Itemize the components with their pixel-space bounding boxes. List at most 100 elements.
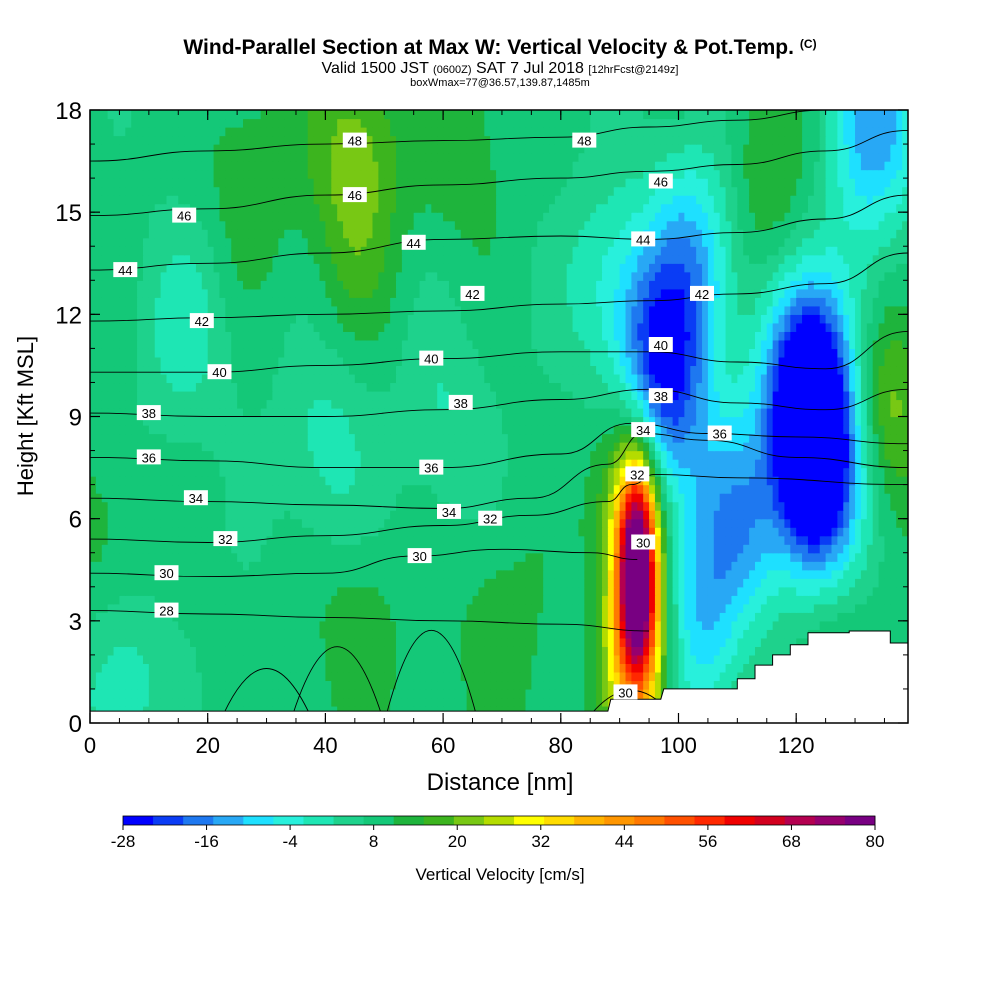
w-cell <box>278 595 285 605</box>
w-cell <box>401 697 409 707</box>
w-cell <box>684 629 691 639</box>
w-cell <box>590 476 597 486</box>
w-cell <box>619 425 627 435</box>
w-cell <box>372 416 379 426</box>
w-cell <box>407 663 415 673</box>
w-cell <box>401 501 409 511</box>
w-cell <box>337 493 344 503</box>
w-cell <box>872 586 880 596</box>
w-cell <box>754 595 762 605</box>
w-cell <box>337 527 344 537</box>
w-cell <box>407 467 415 477</box>
w-cell <box>113 705 121 716</box>
w-cell <box>713 663 721 673</box>
w-cell <box>884 518 891 528</box>
w-cell <box>337 442 344 452</box>
w-cell <box>896 450 903 460</box>
w-cell <box>396 578 403 588</box>
w-cell <box>113 527 121 537</box>
w-cell <box>113 493 121 503</box>
w-cell <box>766 510 774 520</box>
w-cell <box>619 544 627 554</box>
w-cell <box>425 510 432 520</box>
w-cell <box>666 510 674 520</box>
w-cell <box>313 459 321 469</box>
w-cell <box>837 510 844 520</box>
w-cell <box>619 561 627 571</box>
w-cell <box>190 501 197 511</box>
w-cell <box>513 663 521 673</box>
w-cell <box>796 518 803 528</box>
w-cell <box>690 569 697 579</box>
w-cell <box>760 450 768 460</box>
w-cell <box>531 544 538 554</box>
w-cell <box>101 501 109 511</box>
w-cell <box>731 527 738 537</box>
w-cell <box>160 450 168 460</box>
w-cell <box>672 569 680 579</box>
w-cell <box>284 527 291 537</box>
w-cell <box>95 484 103 494</box>
w-cell <box>707 620 715 630</box>
w-cell <box>172 416 179 426</box>
w-cell <box>554 467 562 477</box>
w-cell <box>101 612 109 622</box>
w-cell <box>778 510 786 520</box>
w-cell <box>584 459 591 469</box>
w-cell <box>384 459 391 469</box>
w-cell <box>702 467 709 477</box>
w-cell <box>331 569 338 579</box>
w-cell <box>425 569 432 579</box>
w-cell <box>278 416 285 426</box>
w-cell <box>707 680 715 690</box>
w-cell <box>725 501 733 511</box>
w-cell <box>543 595 550 605</box>
w-cell <box>725 450 733 460</box>
w-cell <box>184 586 191 596</box>
w-cell <box>884 561 891 571</box>
w-cell <box>301 654 309 664</box>
w-cell <box>231 637 238 647</box>
w-cell <box>496 467 503 477</box>
w-cell <box>278 501 285 511</box>
w-cell <box>413 501 421 511</box>
w-cell <box>837 518 844 528</box>
w-cell <box>284 603 291 613</box>
w-cell <box>166 620 173 630</box>
w-cell <box>213 578 221 588</box>
w-cell <box>401 459 409 469</box>
w-cell <box>343 578 350 588</box>
w-cell <box>878 586 886 596</box>
w-cell <box>625 527 633 537</box>
w-cell <box>690 416 697 426</box>
w-cell <box>478 569 485 579</box>
w-cell <box>749 544 756 554</box>
w-cell <box>201 442 209 452</box>
w-cell <box>378 433 385 443</box>
w-cell <box>484 535 491 545</box>
w-cell <box>501 544 509 554</box>
w-cell <box>460 484 468 494</box>
w-cell <box>578 518 585 528</box>
w-cell <box>855 561 862 571</box>
w-cell <box>566 586 574 596</box>
w-cell <box>160 637 168 647</box>
w-cell <box>601 535 609 545</box>
w-cell <box>190 646 197 656</box>
w-cell <box>531 671 538 682</box>
w-cell <box>896 586 903 596</box>
w-cell <box>702 680 709 690</box>
w-cell <box>348 416 356 426</box>
w-cell <box>272 688 279 699</box>
w-cell <box>172 705 179 716</box>
w-cell <box>684 501 691 511</box>
w-cell <box>731 569 738 579</box>
w-cell <box>178 510 185 520</box>
w-cell <box>784 646 791 656</box>
w-cell <box>531 697 538 707</box>
w-cell <box>625 544 633 554</box>
w-cell <box>837 467 844 477</box>
w-cell <box>719 518 727 528</box>
w-cell <box>425 595 432 605</box>
w-cell <box>260 416 268 426</box>
